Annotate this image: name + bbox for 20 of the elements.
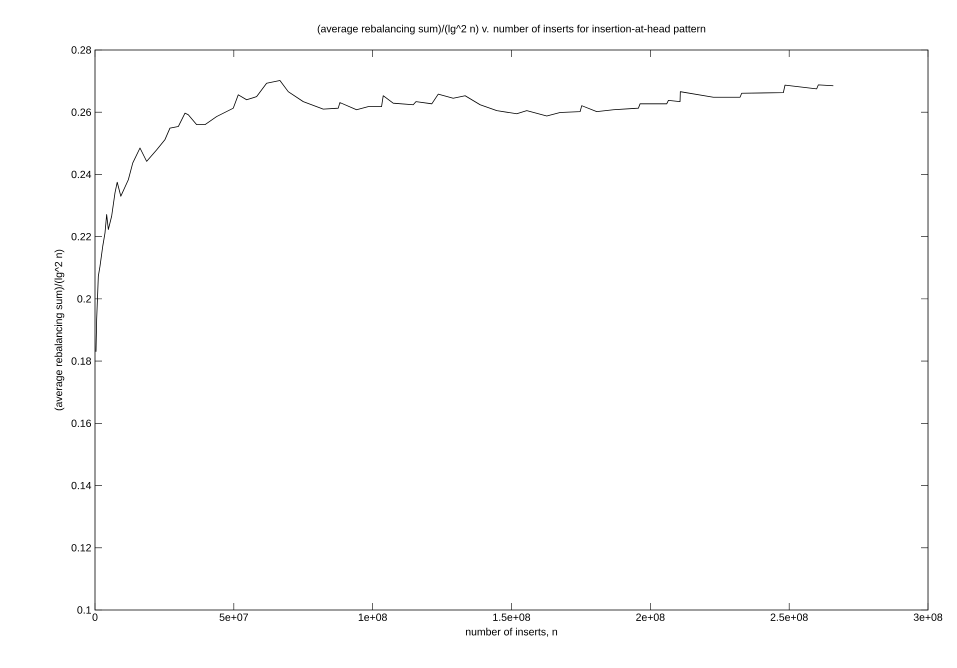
y-tick-label: 0.28 bbox=[72, 46, 92, 54]
x-tick-label: 1e+08 bbox=[358, 614, 387, 621]
y-tick-label: 0.2 bbox=[77, 295, 91, 303]
x-axis-title: number of inserts, n bbox=[466, 628, 558, 637]
x-tick-label: 1.5e+08 bbox=[493, 614, 530, 621]
y-tick-label: 0.26 bbox=[72, 108, 92, 116]
y-tick-label: 0.1 bbox=[77, 606, 91, 614]
y-tick-label: 0.18 bbox=[72, 357, 92, 365]
chart-title: (average rebalancing sum)/(lg^2 n) v. number of inserts for insertion-at-head pattern bbox=[318, 24, 706, 34]
x-tick-label: 3e+08 bbox=[914, 614, 942, 621]
y-tick-label: 0.24 bbox=[72, 170, 92, 178]
y-tick-label: 0.14 bbox=[72, 482, 92, 490]
x-tick-label: 2e+08 bbox=[636, 614, 665, 621]
y-tick-label: 0.16 bbox=[72, 420, 92, 428]
x-tick-label: 2.5e+08 bbox=[770, 614, 808, 621]
x-tick-label: 0 bbox=[92, 614, 98, 621]
y-tick-label: 0.12 bbox=[72, 544, 91, 552]
y-axis-title: (average rebalancing sum)/(lg^2 n) bbox=[54, 250, 64, 410]
y-tick-label: 0.22 bbox=[72, 232, 91, 240]
x-tick-label: 5e+07 bbox=[220, 614, 248, 621]
